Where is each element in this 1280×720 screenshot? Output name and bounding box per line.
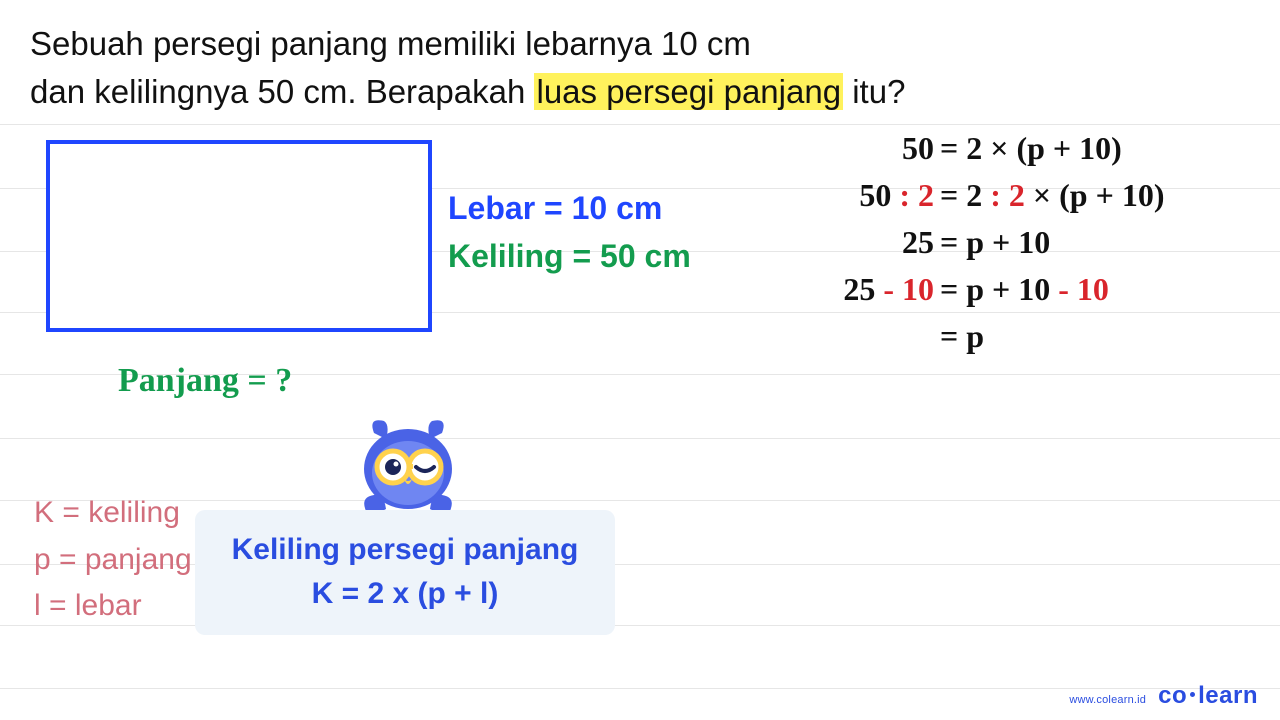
question-line2-post: itu?	[843, 73, 905, 110]
question-line2-pre: dan kelilingnya 50 cm. Berapakah	[30, 73, 534, 110]
calc-row: 25= p + 10	[740, 224, 1200, 261]
formula-equation: K = 2 x (p + l)	[213, 572, 597, 616]
calculation-steps: 50= 2 × (p + 10) 50 : 2= 2 : 2 × (p + 10)…	[740, 130, 1200, 365]
label-keliling: Keliling = 50 cm	[448, 238, 691, 275]
formula-card: Keliling persegi panjang K = 2 x (p + l)	[195, 510, 615, 635]
formula-title: Keliling persegi panjang	[213, 528, 597, 572]
legend-item: l = lebar	[34, 583, 192, 630]
label-panjang: Panjang = ?	[118, 362, 292, 400]
calc-row: 50 : 2= 2 : 2 × (p + 10)	[740, 177, 1200, 214]
logo-brand: colearn	[1158, 682, 1258, 710]
question-text: Sebuah persegi panjang memiliki lebarnya…	[30, 20, 1250, 116]
question-line1: Sebuah persegi panjang memiliki lebarnya…	[30, 25, 751, 62]
label-lebar: Lebar = 10 cm	[448, 190, 662, 227]
calc-row: = p	[740, 318, 1200, 355]
logo-url: www.colearn.id	[1069, 694, 1146, 706]
colearn-logo: www.colearn.id colearn	[1069, 682, 1258, 710]
calc-row: 50= 2 × (p + 10)	[740, 130, 1200, 167]
legend-item: p = panjang	[34, 537, 192, 584]
variable-legend: K = keliling p = panjang l = lebar	[34, 490, 192, 630]
owl-mascot-icon	[338, 415, 478, 525]
legend-item: K = keliling	[34, 490, 192, 537]
rectangle-shape	[46, 140, 432, 332]
question-highlight: luas persegi panjang	[534, 73, 843, 110]
calc-row: 25 - 10= p + 10 - 10	[740, 271, 1200, 308]
